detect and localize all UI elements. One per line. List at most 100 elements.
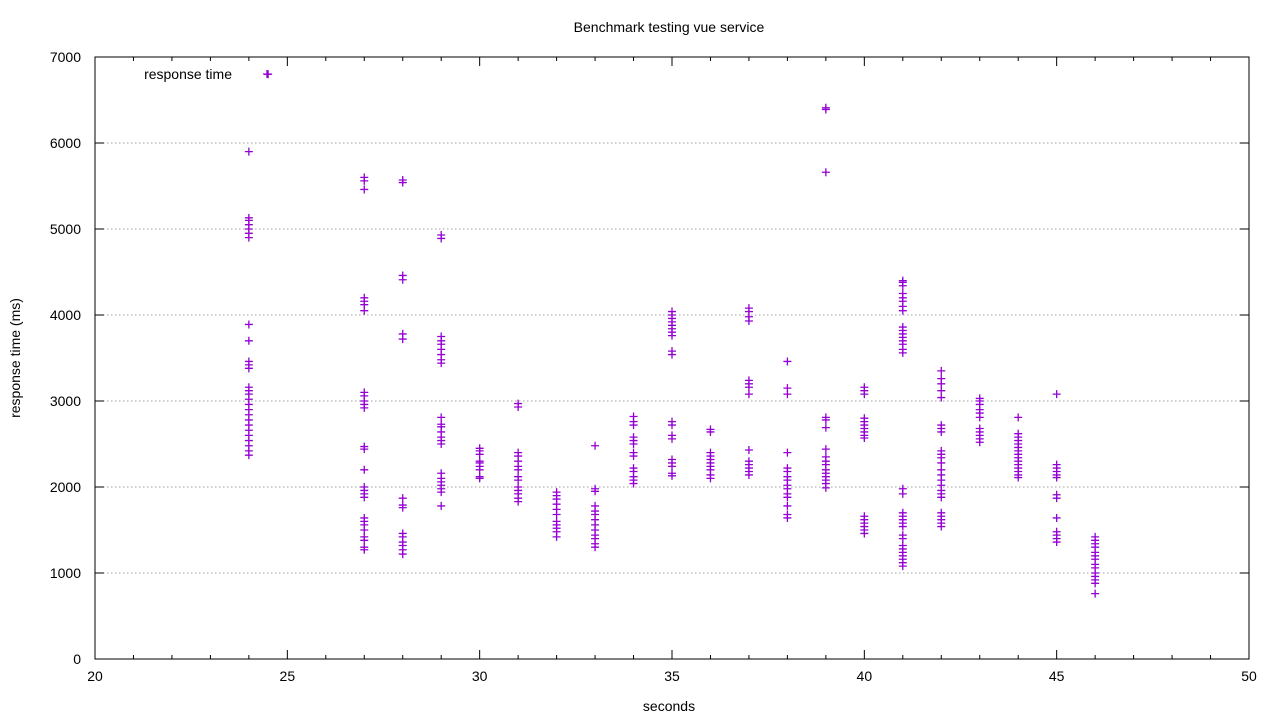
data-point <box>821 168 830 177</box>
data-point <box>898 323 907 332</box>
data-point <box>783 384 792 393</box>
data-point <box>629 433 638 442</box>
x-axis-label: seconds <box>643 698 695 714</box>
data-point <box>860 414 869 423</box>
data-point <box>668 431 676 440</box>
data-point <box>783 510 792 519</box>
data-point <box>898 484 907 493</box>
data-point <box>668 417 676 426</box>
data-point <box>898 508 907 517</box>
data-point <box>398 529 407 538</box>
y-tick-label: 7000 <box>50 49 81 65</box>
data-point <box>437 469 446 478</box>
data-point <box>1052 460 1061 469</box>
data-point <box>514 448 523 457</box>
data-point <box>475 444 484 453</box>
data-point <box>398 175 407 184</box>
data-point <box>668 469 676 478</box>
data-point <box>437 332 446 341</box>
data-points <box>244 70 1100 598</box>
data-point <box>360 185 369 194</box>
data-point <box>937 465 946 474</box>
data-point <box>360 293 369 302</box>
data-point <box>783 448 792 457</box>
data-point <box>1052 490 1061 499</box>
data-point <box>514 483 523 491</box>
y-axis-label: response time (ms) <box>7 298 23 418</box>
legend-label: response time <box>144 66 232 82</box>
data-point <box>1052 390 1061 399</box>
data-point <box>475 472 484 481</box>
data-point <box>783 501 792 510</box>
data-point <box>975 424 984 433</box>
x-tick-label: 50 <box>1241 668 1257 684</box>
y-tick-label: 6000 <box>50 135 81 151</box>
x-tick-label: 30 <box>472 668 488 684</box>
data-point <box>1014 429 1023 438</box>
x-tick-label: 25 <box>280 668 296 684</box>
data-point <box>475 457 484 466</box>
data-point <box>937 421 946 430</box>
x-tick-label: 35 <box>664 668 680 684</box>
y-tick-label: 4000 <box>50 307 81 323</box>
y-tick-label: 2000 <box>50 479 81 495</box>
y-tick-label: 1000 <box>50 565 81 581</box>
y-tick-label: 5000 <box>50 221 81 237</box>
data-point <box>706 448 715 457</box>
data-point <box>668 307 676 316</box>
data-point <box>360 442 369 451</box>
data-point <box>244 383 253 392</box>
data-point <box>1091 589 1100 598</box>
data-point <box>360 532 369 541</box>
data-point <box>437 231 446 240</box>
x-tick-label: 40 <box>857 668 873 684</box>
data-point <box>821 413 830 422</box>
legend-marker-plus <box>263 70 271 78</box>
y-tick-label: 3000 <box>50 393 81 409</box>
data-point <box>360 173 369 182</box>
data-point <box>629 464 638 473</box>
data-point <box>860 512 869 521</box>
data-point <box>591 484 600 493</box>
data-point <box>514 472 523 481</box>
data-point <box>937 393 946 402</box>
data-point <box>821 445 830 454</box>
data-point <box>552 517 561 526</box>
data-point <box>860 383 869 392</box>
data-point <box>437 420 446 429</box>
data-point <box>975 394 984 403</box>
data-point <box>360 483 369 491</box>
data-point <box>398 329 407 338</box>
data-point <box>668 347 676 356</box>
data-point <box>744 304 753 313</box>
data-point <box>552 488 561 497</box>
data-point <box>360 465 369 474</box>
data-point <box>898 289 907 298</box>
legend-marker <box>263 70 271 78</box>
data-point <box>937 446 946 455</box>
data-point <box>244 357 253 366</box>
data-point <box>937 508 946 517</box>
data-point <box>629 448 638 457</box>
data-point <box>514 399 523 408</box>
y-tick-label: 0 <box>73 651 81 667</box>
data-point <box>244 213 253 222</box>
chart-title: Benchmark testing vue service <box>574 19 765 35</box>
data-point <box>821 452 830 461</box>
data-point <box>591 501 600 510</box>
data-point <box>821 423 830 432</box>
data-point <box>244 336 253 345</box>
legend: response time <box>144 66 271 82</box>
data-point <box>437 413 446 422</box>
data-point <box>360 388 369 397</box>
data-point <box>898 541 907 550</box>
data-point <box>398 501 407 510</box>
data-point <box>744 446 753 455</box>
data-point <box>398 271 407 280</box>
data-point <box>360 513 369 522</box>
data-point <box>1014 413 1023 422</box>
x-tick-label: 45 <box>1049 668 1065 684</box>
data-point <box>898 276 907 285</box>
